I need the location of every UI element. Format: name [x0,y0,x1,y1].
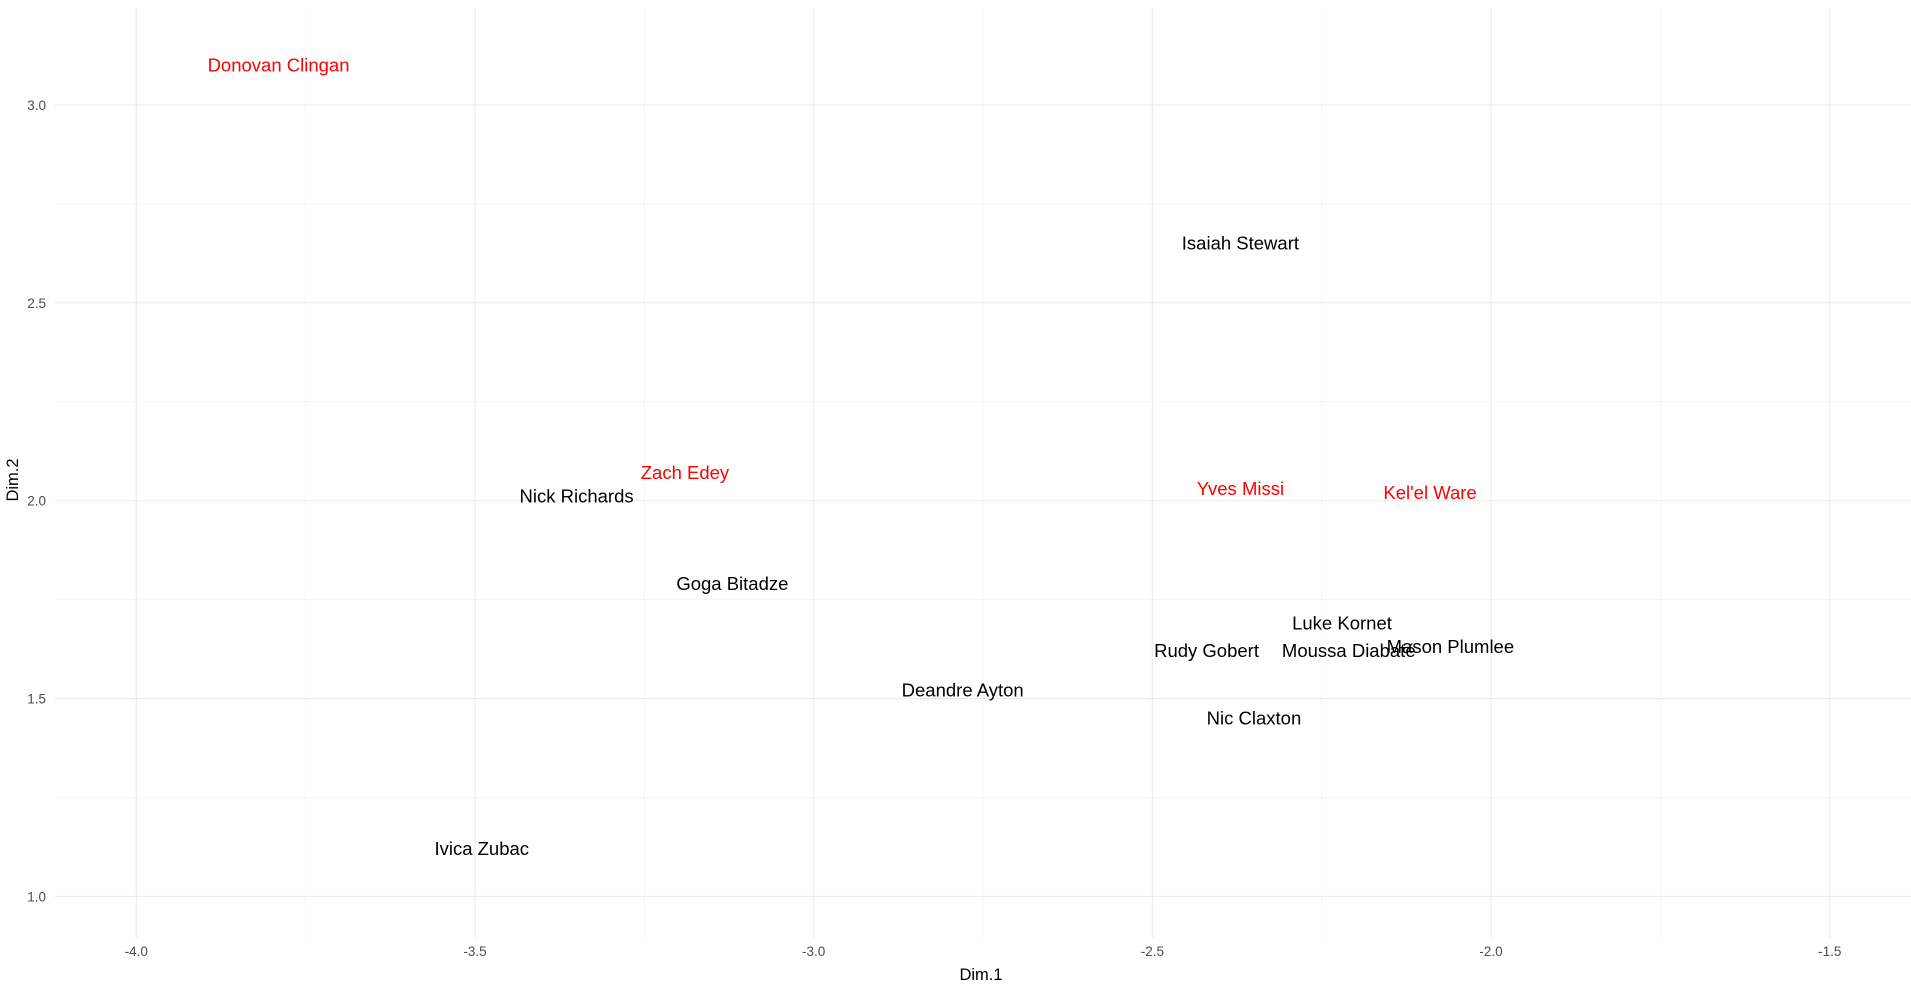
point-label: Mason Plumlee [1387,636,1515,657]
x-tick-label: -2.0 [1479,944,1502,959]
x-tick-label: -2.5 [1141,944,1164,959]
y-tick-label: 3.0 [27,98,46,113]
point-label: Zach Edey [641,462,730,483]
y-tick-label: 2.0 [27,494,46,509]
x-tick-label: -3.0 [802,944,825,959]
point-label: Ivica Zubac [434,838,529,859]
y-axis-title: Dim.2 [4,458,22,501]
point-label: Rudy Gobert [1154,640,1259,661]
x-tick-label: -1.5 [1818,944,1841,959]
point-label: Kel'el Ware [1383,482,1476,503]
point-label: Luke Kornet [1292,612,1392,633]
x-tick-label: -4.0 [125,944,148,959]
major-gridlines [55,8,1911,938]
point-label: Moussa Diabaté [1282,640,1416,661]
y-axis-ticks: 1.0 1.5 2.0 2.5 3.0 [27,98,46,904]
minor-gridlines [55,8,1911,938]
x-axis-title: Dim.1 [959,966,1002,984]
point-label: Nic Claxton [1207,707,1302,728]
point-label: Yves Missi [1197,478,1284,499]
point-label: Deandre Ayton [902,680,1024,701]
x-axis-ticks: -4.0 -3.5 -3.0 -2.5 -2.0 -1.5 [125,944,1842,959]
y-tick-label: 1.5 [27,692,46,707]
y-tick-label: 1.0 [27,889,46,904]
point-label: Isaiah Stewart [1182,232,1299,253]
point-label: Nick Richards [520,486,634,507]
point-labels: Donovan Clingan Isaiah Stewart Zach Edey Ni… [208,54,1515,859]
point-label: Donovan Clingan [208,54,350,75]
point-label: Goga Bitadze [676,573,788,594]
y-tick-label: 2.5 [27,296,46,311]
x-tick-label: -3.5 [463,944,486,959]
